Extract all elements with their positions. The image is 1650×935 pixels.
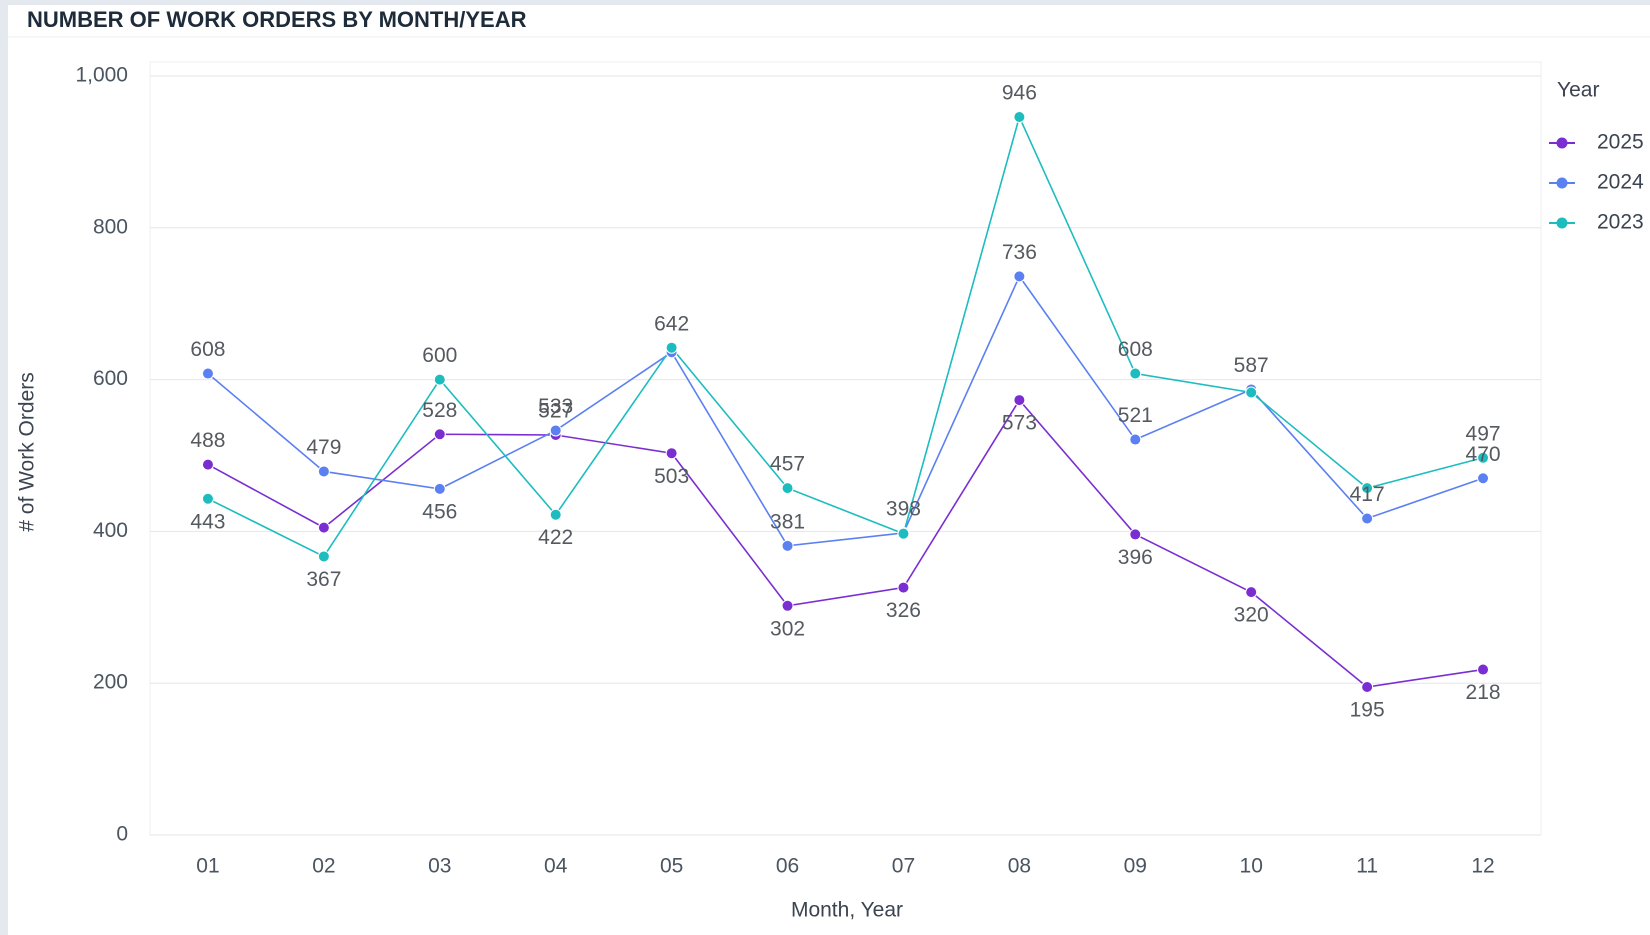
data-label: 456 [422,500,457,523]
data-label: 497 [1466,422,1501,445]
x-tick-label: 05 [660,855,683,878]
data-label: 608 [190,338,225,361]
data-label: 381 [770,510,805,533]
data-point [549,508,562,521]
data-point [1129,528,1142,541]
data-point [201,367,214,380]
data-label: 396 [1118,546,1153,569]
y-tick-label: 800 [93,215,128,238]
data-label: 302 [770,617,805,640]
y-axis-title: # of Work Orders [16,372,39,532]
legend-label: 2025 [1597,131,1644,154]
x-tick-label: 03 [428,855,451,878]
data-label: 326 [886,599,921,622]
x-tick-label: 08 [1008,855,1031,878]
x-axis-title: Month, Year [791,899,903,922]
data-label: 479 [306,436,341,459]
data-label: 457 [770,453,805,476]
x-tick-label: 12 [1471,855,1494,878]
data-point [1245,586,1258,599]
data-point [433,428,446,441]
data-point [1013,110,1026,123]
data-point [1477,472,1490,485]
legend-swatch [1556,217,1568,229]
x-tick-label: 07 [892,855,915,878]
data-point [317,465,330,478]
legend-label: 2023 [1597,211,1644,234]
series-line [207,398,1484,688]
data-label: 608 [1118,338,1153,361]
data-label: 736 [1002,241,1037,264]
data-point [781,539,794,552]
data-point [201,458,214,471]
data-label: 946 [1002,82,1037,105]
data-point [781,482,794,495]
data-point [1361,512,1374,525]
y-tick-label: 1,000 [75,64,128,87]
data-label: 503 [654,465,689,488]
data-point [665,447,678,460]
data-point [1477,663,1490,676]
data-point [433,373,446,386]
data-label: 533 [538,395,573,418]
data-label: 417 [1350,483,1385,506]
data-label: 218 [1466,681,1501,704]
data-point [1129,433,1142,446]
legend-label: 2024 [1597,171,1644,194]
chart-title: NUMBER OF WORK ORDERS BY MONTH/YEAR [27,7,527,32]
legend-swatch [1556,177,1568,189]
data-point [549,424,562,437]
data-label: 600 [422,344,457,367]
data-point [1361,680,1374,693]
data-label: 642 [654,312,689,335]
data-label: 320 [1234,604,1269,627]
data-point [897,527,910,540]
data-label: 528 [422,399,457,422]
data-point [665,341,678,354]
x-tick-label: 04 [544,855,568,878]
series-line [207,274,1484,547]
data-label: 587 [1234,354,1269,377]
data-point [1013,394,1026,407]
x-tick-label: 09 [1124,855,1147,878]
plot-area [149,61,1542,836]
data-label: 527 [538,400,573,423]
data-label: 443 [190,510,225,533]
chart-panel [8,5,1650,935]
data-label: 488 [190,429,225,452]
x-tick-label: 10 [1240,855,1263,878]
y-tick-label: 200 [93,671,128,694]
legend-swatch [1556,137,1568,149]
data-point [897,581,910,594]
x-tick-label: 01 [196,855,219,878]
x-tick-label: 02 [312,855,335,878]
data-point [1129,367,1142,380]
data-label: 521 [1118,404,1153,427]
data-point [317,550,330,563]
y-tick-label: 600 [93,367,128,390]
data-point [1013,270,1026,283]
data-label: 367 [306,568,341,591]
data-point [1361,482,1374,495]
data-point [1245,386,1258,399]
series-line [207,114,1484,558]
data-point [1477,451,1490,464]
data-label: 422 [538,526,573,549]
data-point [781,599,794,612]
data-label: 470 [1466,443,1501,466]
x-tick-label: 11 [1356,855,1378,878]
y-tick-label: 0 [116,823,128,846]
data-label: 195 [1350,699,1385,722]
data-point [201,492,214,505]
data-label: 573 [1002,412,1037,435]
data-point [433,482,446,495]
x-tick-label: 06 [776,855,799,878]
y-tick-label: 400 [93,519,128,542]
legend-title: Year [1557,79,1599,102]
data-point [317,521,330,534]
data-label: 398 [886,497,921,520]
